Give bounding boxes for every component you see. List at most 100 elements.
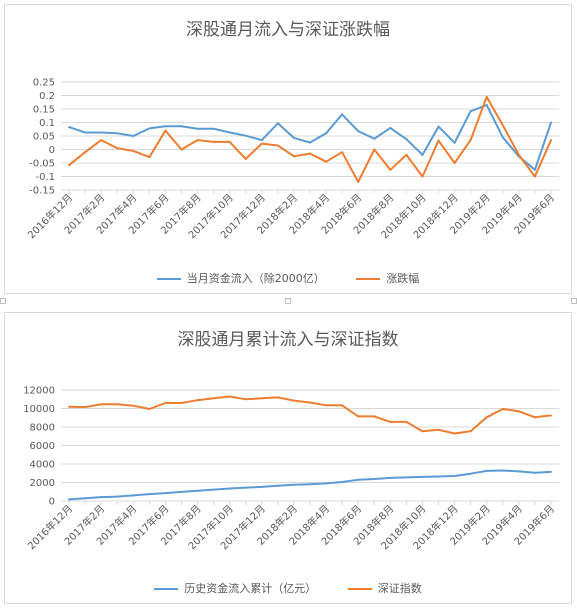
data-point xyxy=(309,141,311,144)
data-point xyxy=(244,486,247,489)
data-point xyxy=(260,485,263,488)
y-tick-label: 0.15 xyxy=(33,105,55,116)
data-point xyxy=(164,492,167,495)
data-point xyxy=(148,493,151,496)
data-point xyxy=(485,469,488,472)
legend-swatch-cumulative xyxy=(154,588,179,590)
data-point xyxy=(116,132,119,135)
data-point xyxy=(212,397,215,400)
data-point xyxy=(164,401,167,404)
legend-label-cumulative: 历史资金流入累计（亿元） xyxy=(184,582,317,595)
chart-canvas: 0.250.20.150.10.050-0.05-0.1-0.152016年12… xyxy=(25,78,559,241)
y-tick-label: 8000 xyxy=(30,423,55,434)
data-point xyxy=(180,125,183,128)
data-point xyxy=(501,124,504,127)
data-point xyxy=(389,168,392,171)
data-point xyxy=(485,103,488,106)
y-tick-label: -0.15 xyxy=(29,186,55,197)
data-point xyxy=(437,428,440,431)
data-point xyxy=(469,110,472,113)
data-point xyxy=(228,487,231,490)
y-tick-label: 10000 xyxy=(23,404,55,415)
series-line xyxy=(68,104,552,171)
data-point xyxy=(244,134,247,137)
data-point xyxy=(373,137,376,140)
data-point xyxy=(132,494,135,497)
data-point xyxy=(68,126,71,129)
data-point xyxy=(212,488,215,491)
data-point xyxy=(517,153,520,156)
data-point xyxy=(164,125,167,128)
data-point xyxy=(244,157,247,160)
legend-item-cumulative: 历史资金流入累计（亿元） xyxy=(154,580,316,596)
data-point xyxy=(469,472,472,475)
data-point xyxy=(325,132,328,135)
data-point xyxy=(148,407,151,410)
legend: 当月资金流入（除2000亿） 涨跌幅 xyxy=(5,270,571,286)
y-tick-label: 0.25 xyxy=(33,78,55,89)
data-point xyxy=(485,95,488,98)
data-point xyxy=(180,148,183,151)
data-point xyxy=(228,395,231,398)
y-tick-label: 2000 xyxy=(30,478,55,489)
y-tick-label: 0.1 xyxy=(39,118,55,129)
resize-handle-right xyxy=(571,298,577,304)
legend-item-index: 深证指数 xyxy=(347,580,422,596)
data-point xyxy=(228,140,231,143)
data-point xyxy=(357,478,360,481)
data-point xyxy=(453,475,456,478)
data-point xyxy=(341,151,344,154)
legend-item-inflow: 当月资金流入（除2000亿） xyxy=(156,270,325,286)
legend-label-change: 涨跌幅 xyxy=(386,272,420,285)
data-point xyxy=(325,404,328,407)
data-point xyxy=(116,147,119,150)
data-point xyxy=(357,415,360,418)
series-line xyxy=(68,95,552,183)
data-point xyxy=(276,484,279,487)
data-point xyxy=(373,148,376,151)
data-point xyxy=(421,475,424,478)
data-point xyxy=(100,496,103,499)
chart-title: 深股通月流入与深证涨跌幅 xyxy=(186,20,390,40)
data-point xyxy=(292,483,295,486)
data-point xyxy=(437,125,440,128)
data-point xyxy=(405,476,408,479)
data-point xyxy=(501,407,504,410)
y-tick-label: 12000 xyxy=(23,386,55,397)
data-point xyxy=(180,490,183,493)
data-point xyxy=(373,415,376,418)
y-tick-label: 0 xyxy=(49,145,55,156)
data-point xyxy=(84,131,87,134)
data-point xyxy=(325,160,328,163)
data-point xyxy=(325,482,328,485)
data-point xyxy=(84,497,87,500)
y-tick-label: -0.05 xyxy=(29,159,55,170)
y-tick-label: 4000 xyxy=(30,460,55,471)
legend-swatch-index xyxy=(347,588,372,590)
data-point xyxy=(84,406,87,409)
data-point xyxy=(389,420,392,423)
data-point xyxy=(357,180,360,183)
data-point xyxy=(309,483,311,486)
data-point xyxy=(533,416,536,419)
data-point xyxy=(485,416,488,419)
data-point xyxy=(148,156,151,159)
data-point xyxy=(389,476,392,479)
data-point xyxy=(212,127,215,130)
data-point xyxy=(276,144,279,147)
data-point xyxy=(276,122,279,125)
y-tick-label: -0.1 xyxy=(35,172,55,183)
data-point xyxy=(196,127,199,130)
data-point xyxy=(517,410,520,413)
data-point xyxy=(389,126,392,129)
legend-swatch-inflow xyxy=(156,278,181,280)
data-point xyxy=(453,141,456,144)
data-point xyxy=(549,139,552,142)
data-point xyxy=(84,151,87,154)
data-point xyxy=(549,470,552,473)
data-point xyxy=(405,420,408,423)
data-point xyxy=(453,432,456,435)
data-point xyxy=(501,469,504,472)
chart-panel-cumulative-index: 深股通月累计流入与深证指数 12000 10000 8000 6000 4000 2000… xyxy=(4,312,572,604)
chart-panel-flow-change: 深股通月流入与深证涨跌幅 0.25 0.2 0.15 0.1 0.05 0 -0.05 -0.… xyxy=(4,4,572,294)
